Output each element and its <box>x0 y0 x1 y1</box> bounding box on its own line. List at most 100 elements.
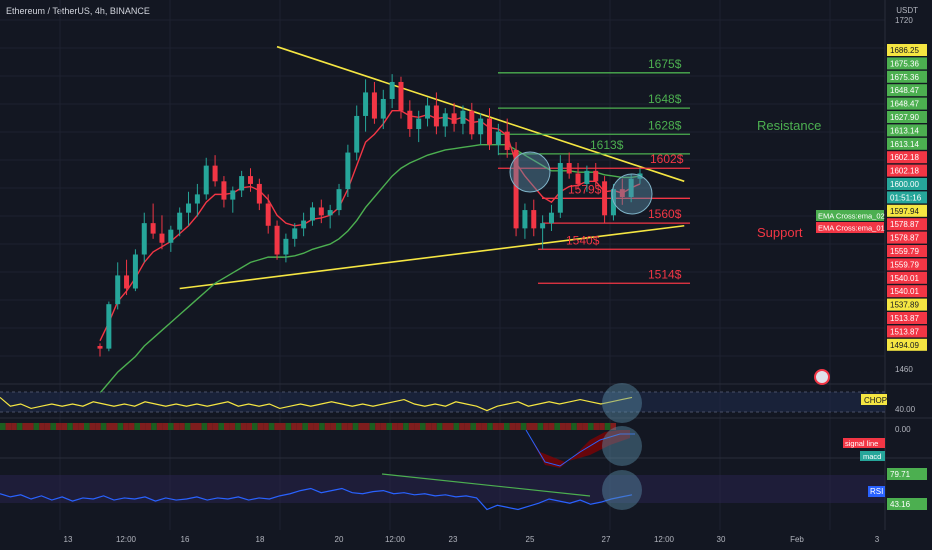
price-label-bg <box>887 218 927 231</box>
macd-bar <box>268 423 275 430</box>
candle-body <box>602 181 608 216</box>
macd-bar <box>532 423 538 430</box>
time-tick: 18 <box>256 535 265 544</box>
macd-bar <box>582 423 588 430</box>
price-label: 1675.36 <box>890 59 919 68</box>
candle-body <box>495 131 501 145</box>
highlight-circle-2 <box>611 173 653 215</box>
macd-bar <box>44 423 51 430</box>
macd-bar <box>352 423 359 430</box>
macd-bar <box>224 423 230 430</box>
candle-body <box>194 194 200 204</box>
axis-tick-top: 1720 <box>895 16 913 25</box>
macd-bar <box>543 423 549 430</box>
macd-bar <box>560 423 566 430</box>
macd-bar <box>263 423 269 430</box>
chop-band <box>0 392 885 412</box>
signal-legend-bg <box>843 438 885 448</box>
macd-bar <box>604 423 611 430</box>
macd-bar <box>72 423 79 430</box>
price-label: 1513.87 <box>890 314 919 323</box>
candle-body <box>212 165 218 182</box>
macd-bar <box>112 423 118 430</box>
macd-bar <box>369 423 376 430</box>
candle-body <box>309 207 315 221</box>
price-label: 1627.90 <box>890 113 919 122</box>
macd-bar <box>151 423 157 430</box>
rsi-label-bg <box>868 486 885 497</box>
price-label: 1602.18 <box>890 167 919 176</box>
price-label-bg <box>887 204 927 217</box>
candle-body <box>301 220 307 229</box>
macd-bar <box>134 423 140 430</box>
macd-bar <box>201 423 208 430</box>
macd-bar <box>67 423 73 430</box>
macd-bar <box>190 423 196 430</box>
level-label-1540: 1540$ <box>566 233 600 247</box>
macd-bar <box>285 423 292 430</box>
price-label-bg <box>887 245 927 257</box>
price-label: 1686.25 <box>890 46 919 55</box>
macd-bar <box>196 423 202 430</box>
macd-bar <box>117 423 124 430</box>
flag-icon <box>814 369 830 385</box>
resistance-annotation: Resistance <box>757 118 821 133</box>
macd-bar <box>308 423 314 430</box>
macd-bar <box>128 423 135 430</box>
macd-bar <box>593 423 600 430</box>
macd-bar <box>84 423 90 430</box>
time-tick: 20 <box>335 535 344 544</box>
macd-bar <box>274 423 280 430</box>
ema-legend-label: EMA Cross:ema_02 <box>818 212 885 221</box>
price-label: 1600.00 <box>890 180 919 189</box>
macd-bar <box>162 423 168 430</box>
candle-body <box>115 275 121 305</box>
price-label: 01:51:16 <box>890 193 922 202</box>
macd-bar <box>425 423 432 430</box>
macd-bar <box>168 423 174 430</box>
price-label-bg <box>887 285 927 298</box>
macd-bar <box>526 423 532 430</box>
level-label-1613: 1613$ <box>590 138 624 152</box>
macd-bar <box>364 423 370 430</box>
macd-bar <box>492 423 499 430</box>
time-tick: 3 <box>875 535 880 544</box>
candle-body <box>292 228 298 239</box>
macd-bar <box>95 423 101 430</box>
macd-bar <box>184 423 191 430</box>
macd-bar <box>565 423 572 430</box>
support-annotation: Support <box>757 225 803 240</box>
macd-bar <box>78 423 84 430</box>
price-label: 1513.87 <box>890 327 919 336</box>
price-label-bg <box>887 164 927 177</box>
candle-body <box>97 346 103 349</box>
candle-body <box>628 178 634 197</box>
price-label: 1537.89 <box>890 301 919 310</box>
macd-bar <box>100 423 107 430</box>
candle-body <box>363 92 369 116</box>
price-label-bg <box>887 298 927 311</box>
candle-body <box>425 105 431 119</box>
macd-bar <box>179 423 185 430</box>
macd-bar <box>397 423 404 430</box>
candle-body <box>557 163 563 213</box>
macd-bar <box>403 423 409 430</box>
time-tick: 12:00 <box>116 535 137 544</box>
price-label: 1559.79 <box>890 247 919 256</box>
price-label: 1613.14 <box>890 126 919 135</box>
level-label-1628: 1628$ <box>648 118 682 132</box>
time-tick: 25 <box>526 535 535 544</box>
macd-tick: 0.00 <box>895 425 911 434</box>
candle-body <box>575 173 581 184</box>
macd-bar <box>246 423 252 430</box>
price-label: 1597.94 <box>890 207 919 216</box>
price-label-bg <box>887 84 927 97</box>
rsi-line <box>0 487 633 511</box>
macd-bar <box>453 423 460 430</box>
candle-body <box>398 81 404 111</box>
candle-body <box>141 223 147 255</box>
highlight-circle-rsi <box>602 470 642 510</box>
macd-bar <box>89 423 96 430</box>
candle-body <box>221 181 227 200</box>
